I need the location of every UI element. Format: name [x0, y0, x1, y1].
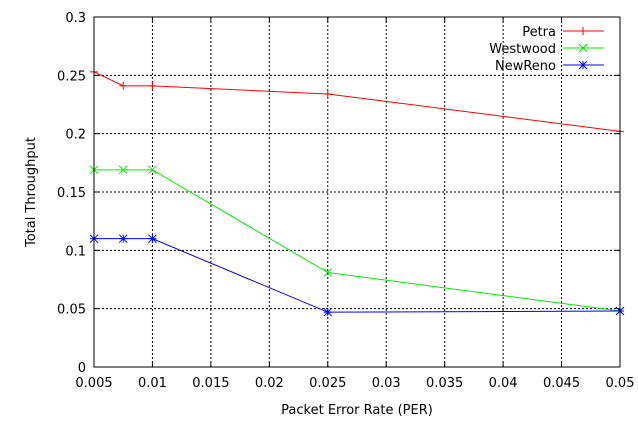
x-tick-label: 0.015: [192, 376, 229, 391]
gridlines: [93, 16, 621, 368]
x-tick-label: 0.045: [543, 376, 580, 391]
x-tick-label: 0.03: [372, 376, 401, 391]
legend-label-newreno: NewReno: [495, 59, 556, 74]
legend-marker-petra: [579, 27, 587, 35]
y-tick-label: 0: [78, 361, 86, 376]
x-tick-label: 0.025: [309, 376, 346, 391]
data-point-westwood: [148, 165, 157, 175]
data-point-westwood: [323, 268, 333, 277]
data-point-petra: [323, 90, 332, 98]
x-tick-label: 0.01: [138, 376, 167, 391]
legend-label-westwood: Westwood: [489, 42, 556, 57]
plot-frame: [93, 16, 621, 368]
legend-marker-newreno: [578, 60, 588, 70]
x-tick-label: 0.02: [255, 376, 284, 391]
x-tick-label: 0.04: [489, 376, 518, 391]
series-line-westwood: [94, 169, 621, 312]
y-tick-label: 0.25: [57, 69, 86, 84]
x-axis-label: Packet Error Rate (PER): [281, 403, 433, 418]
series-line-petra: [93, 71, 621, 132]
series-line-newreno: [94, 238, 621, 313]
x-tick-label: 0.005: [75, 376, 112, 391]
data-point-westwood: [118, 165, 128, 175]
y-tick-label: 0.3: [65, 11, 86, 26]
data-point-newreno: [148, 234, 157, 244]
x-tick-label: 0.035: [426, 376, 463, 391]
data-point-newreno: [118, 234, 128, 244]
legend: Petra Westwood NewReno: [489, 25, 604, 74]
x-tick-label: 0.05: [606, 376, 635, 391]
y-tick-label: 0.2: [65, 128, 86, 143]
data-point-petra: [119, 81, 128, 90]
legend-marker-westwood: [578, 43, 588, 53]
y-tick-label: 0.1: [65, 244, 86, 259]
data-point-petra: [148, 81, 157, 90]
y-tick-label: 0.15: [57, 186, 86, 201]
data-point-newreno: [323, 307, 333, 317]
tick-labels: 0.005 0.01 0.015 0.02 0.025 0.03 0.035 0.04 0.04…: [57, 11, 634, 391]
legend-label-petra: Petra: [522, 25, 556, 40]
y-axis-label: Total Throughput: [24, 137, 39, 248]
y-tick-label: 0.05: [57, 303, 86, 318]
